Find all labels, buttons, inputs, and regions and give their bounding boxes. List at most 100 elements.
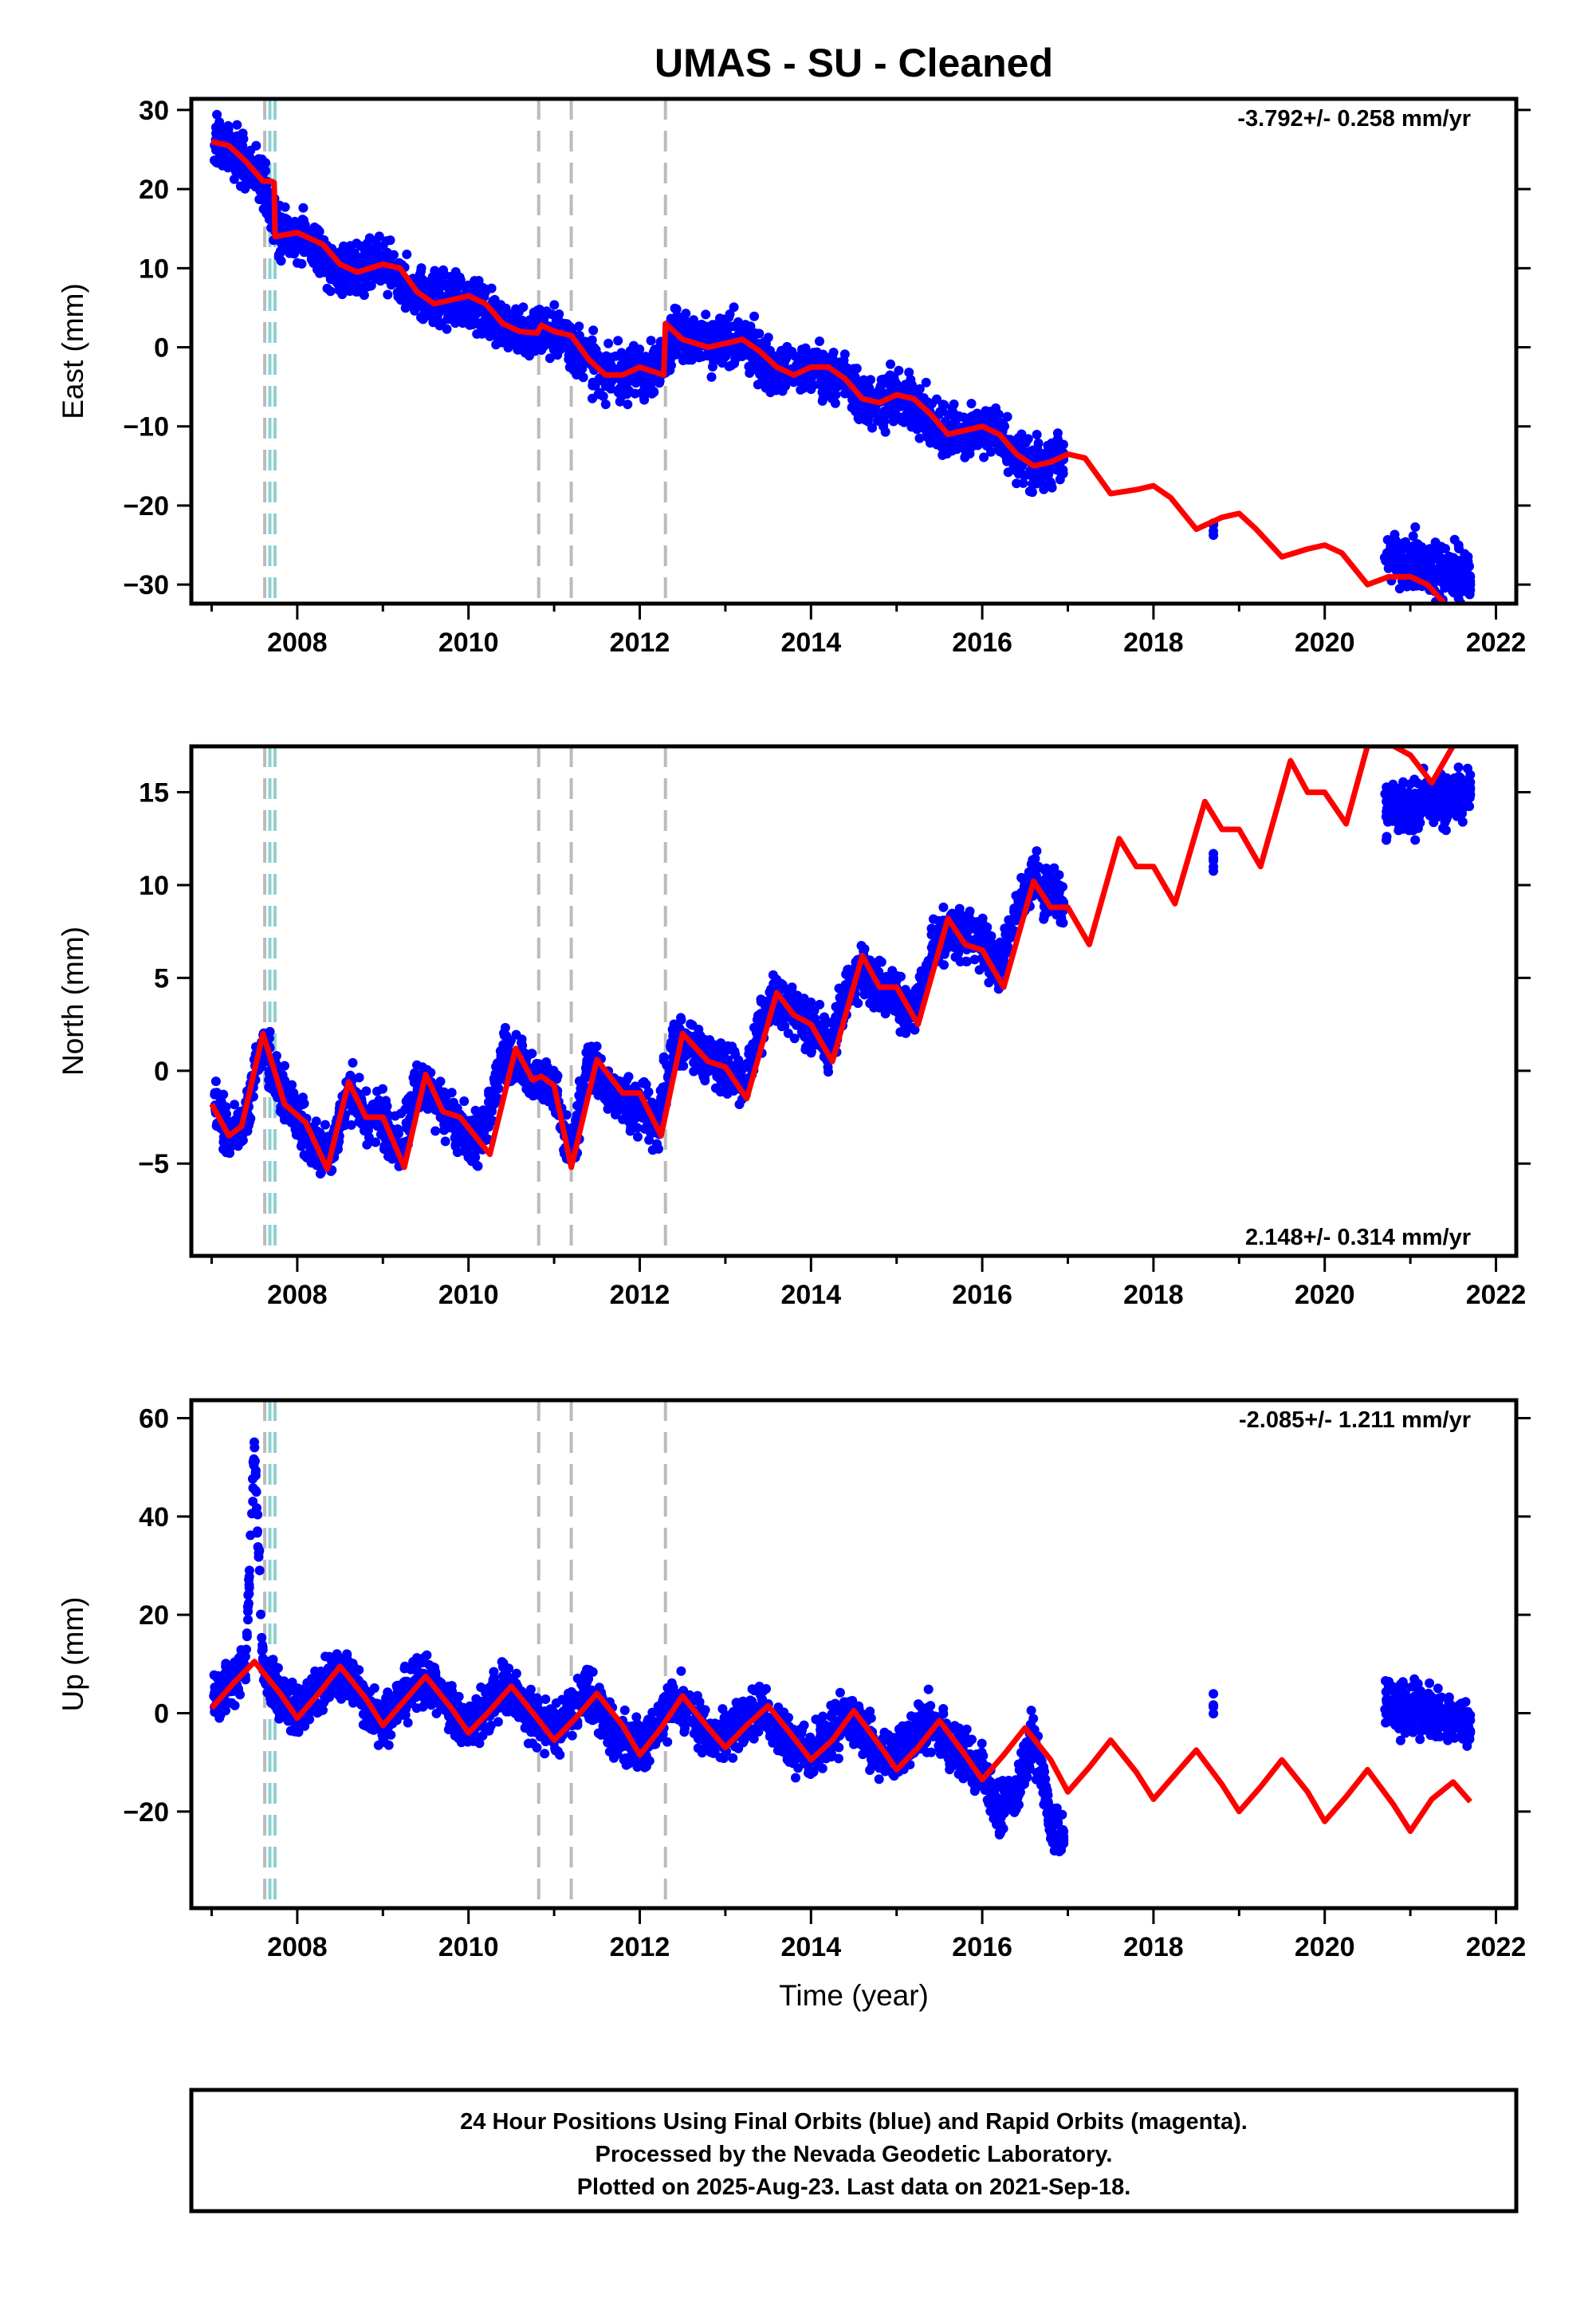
data-point xyxy=(567,348,577,357)
data-point xyxy=(606,384,616,394)
data-point xyxy=(214,117,225,128)
data-point xyxy=(894,365,904,376)
data-point xyxy=(1407,542,1417,553)
data-point xyxy=(277,1070,288,1080)
data-point xyxy=(772,371,782,381)
data-point xyxy=(365,1120,375,1130)
data-point xyxy=(806,1048,816,1058)
data-point xyxy=(894,384,904,394)
y-tick-label: 0 xyxy=(154,333,169,364)
data-point xyxy=(932,394,941,404)
data-point xyxy=(210,155,219,165)
data-point xyxy=(1401,581,1412,592)
data-point xyxy=(518,302,529,313)
data-point xyxy=(646,336,656,346)
data-point xyxy=(416,263,427,274)
data-point xyxy=(1382,535,1393,545)
data-point xyxy=(297,214,308,225)
data-point xyxy=(347,258,357,267)
data-point xyxy=(361,1086,371,1096)
data-point xyxy=(400,303,411,313)
data-point xyxy=(466,1156,477,1167)
data-point xyxy=(348,1101,358,1112)
data-point xyxy=(845,389,855,399)
data-point xyxy=(378,1128,388,1139)
data-point xyxy=(880,1009,890,1019)
data-point xyxy=(1405,556,1416,566)
data-point xyxy=(320,1120,330,1130)
data-point xyxy=(1013,433,1024,443)
data-point xyxy=(904,368,914,377)
data-point xyxy=(485,1114,495,1124)
data-point xyxy=(261,158,271,168)
data-point xyxy=(789,1033,800,1044)
data-point xyxy=(438,305,449,315)
data-point xyxy=(253,159,263,170)
data-point xyxy=(232,120,242,130)
data-point xyxy=(298,203,309,213)
data-point xyxy=(763,374,773,384)
figure-title: UMAS - SU - Cleaned xyxy=(655,41,1053,85)
data-point xyxy=(959,443,969,454)
data-point xyxy=(418,301,428,311)
data-point xyxy=(418,281,428,292)
data-point xyxy=(1024,486,1035,497)
data-point xyxy=(380,1097,391,1108)
data-point xyxy=(246,179,256,189)
data-point xyxy=(346,1120,356,1130)
data-point xyxy=(481,284,491,294)
data-point xyxy=(362,281,372,292)
y-tick-label: −20 xyxy=(123,491,169,521)
data-point xyxy=(686,355,697,365)
data-point xyxy=(834,1001,843,1011)
data-point xyxy=(670,1021,681,1031)
data-point xyxy=(584,338,594,348)
y-tick-label: −10 xyxy=(123,412,169,443)
data-point xyxy=(219,130,230,140)
data-point xyxy=(438,281,449,291)
data-point xyxy=(921,377,931,388)
data-point xyxy=(1047,482,1057,493)
data-point xyxy=(886,359,895,369)
data-point xyxy=(280,1061,289,1071)
data-point xyxy=(434,321,445,331)
data-point xyxy=(966,399,977,409)
data-point xyxy=(381,236,391,246)
data-point xyxy=(865,990,875,1000)
data-point xyxy=(777,356,787,367)
data-point xyxy=(572,369,583,380)
data-point xyxy=(967,441,977,451)
data-point xyxy=(985,435,995,446)
data-point xyxy=(952,444,962,455)
data-point xyxy=(295,236,305,246)
data-point xyxy=(315,1169,325,1179)
data-point xyxy=(725,309,735,319)
plot-frame xyxy=(189,96,1519,606)
data-point xyxy=(932,439,942,450)
x-tick-label: 2022 xyxy=(1466,628,1527,658)
data-point xyxy=(879,421,889,431)
data-point xyxy=(465,320,475,330)
data-point xyxy=(452,1103,462,1113)
data-point xyxy=(710,1083,721,1093)
data-point xyxy=(741,320,751,330)
data-point xyxy=(574,1090,584,1100)
data-point xyxy=(701,309,711,320)
data-point xyxy=(1453,593,1464,604)
data-point xyxy=(876,389,886,399)
data-point xyxy=(242,1126,253,1136)
data-point xyxy=(993,409,1004,419)
x-tick-label: 2020 xyxy=(1295,628,1355,658)
data-point xyxy=(379,1141,390,1151)
data-point xyxy=(459,1096,470,1106)
data-point xyxy=(729,302,739,313)
data-point xyxy=(646,1127,656,1138)
data-point xyxy=(1436,563,1446,573)
data-point xyxy=(320,267,329,277)
data-point xyxy=(450,1141,461,1151)
data-point xyxy=(450,315,460,325)
data-point xyxy=(776,1021,787,1032)
data-point xyxy=(304,1148,314,1159)
data-point xyxy=(809,1005,820,1016)
y-tick-label: 30 xyxy=(139,96,169,126)
